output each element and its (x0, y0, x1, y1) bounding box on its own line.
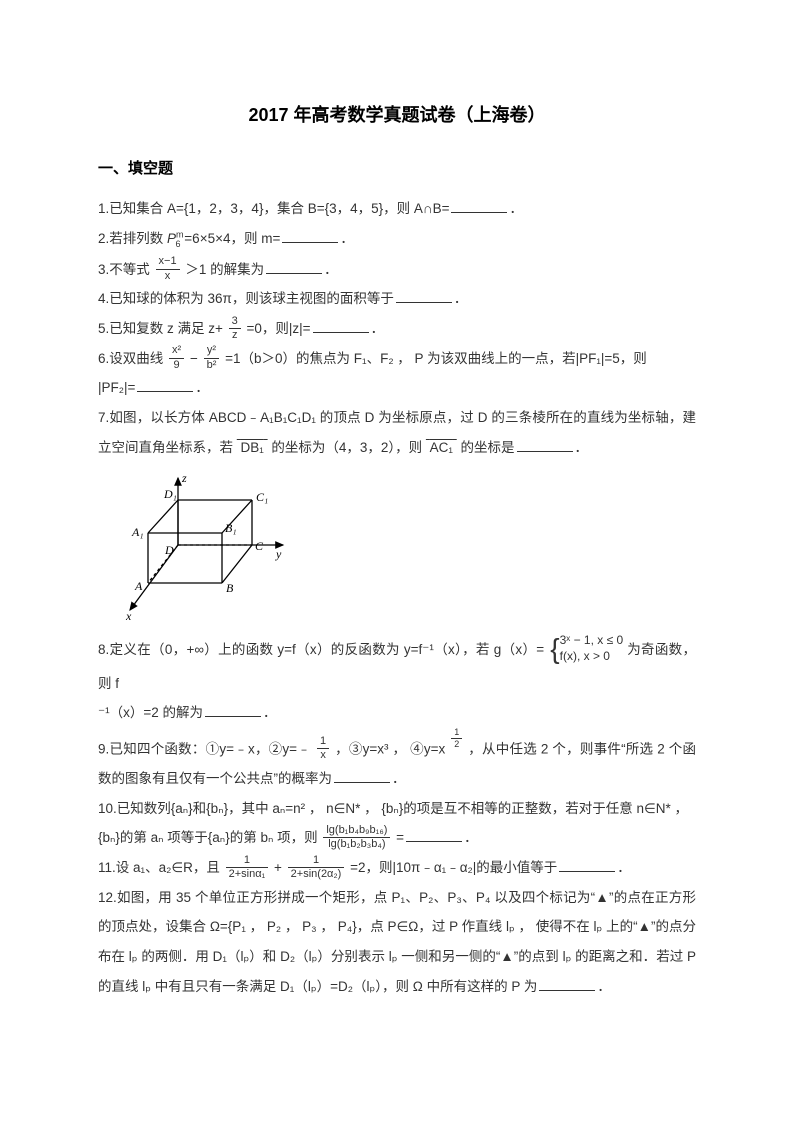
fraction: 12+sinα₁ (226, 854, 269, 881)
p1-text: 1.已知集合 A={1，2，3，4}，集合 B={3，4，5}，则 A∩B= (98, 201, 449, 216)
cuboid-diagram: D₁ C₁ A₁ B₁ D C A B z y x (118, 470, 696, 625)
perm-P: P (167, 231, 176, 246)
blank (282, 230, 338, 244)
label-B: B (226, 581, 234, 595)
p6-text-a: 6.设双曲线 (98, 351, 167, 366)
p11-end: ． (617, 860, 631, 875)
blank (559, 859, 615, 873)
p3-end: ． (324, 262, 338, 277)
p10-text-b: {bₙ}的第 aₙ 项等于{aₙ}的第 bₙ 项，则 (98, 830, 321, 845)
p6-end: ． (195, 380, 209, 395)
p6-text-b: =1（b＞0）的焦点为 F₁、F₂ ， P 为该双曲线上的一点，若|PF₁|=5… (221, 351, 646, 366)
exam-title: 2017 年高考数学真题试卷（上海卷） (98, 99, 696, 131)
fraction: 12+sin(2α₂) (288, 854, 345, 881)
blank (266, 260, 322, 274)
blank (334, 770, 390, 784)
p12-end: ． (597, 979, 611, 994)
blank (517, 438, 573, 452)
label-A1: A₁ (131, 525, 144, 539)
label-D: D (164, 543, 174, 557)
label-C1: C₁ (256, 490, 268, 504)
blank (313, 319, 369, 333)
p1-end: ． (509, 201, 523, 216)
p11-plus: + (270, 860, 285, 875)
blank (406, 829, 462, 843)
fraction: 3z (229, 315, 241, 342)
label-D1: D₁ (163, 487, 177, 501)
p9-end: ． (392, 771, 406, 786)
blank (396, 290, 452, 304)
p10-text-c: = (392, 830, 404, 845)
fraction-sup: 12 (451, 727, 462, 750)
p8-text-c: ⁻¹（x）=2 的解为 (98, 705, 203, 720)
p7-text-c: 的坐标是 (457, 440, 515, 455)
p4-text: 4.已知球的体积为 36π，则该球主视图的面积等于 (98, 291, 394, 306)
p3-text-b: ＞1 的解集为 (182, 262, 265, 277)
p5-text-a: 5.已知复数 z 满足 z+ (98, 321, 227, 336)
p9-text-a: 9.已知四个函数：①y=﹣x，②y=﹣ (98, 741, 315, 756)
label-y: y (275, 547, 282, 561)
p8-end: ． (263, 705, 277, 720)
fraction: 1x (317, 735, 329, 762)
p5-end: ． (371, 321, 385, 336)
p10-end: ． (464, 830, 478, 845)
blank (539, 977, 595, 991)
p5-text-b: =0，则|z|= (243, 321, 311, 336)
p3-text-a: 3.不等式 (98, 262, 154, 277)
p6-minus: − (186, 351, 201, 366)
blank (137, 379, 193, 393)
blank (451, 200, 507, 214)
vector-ac1: AC₁ (426, 433, 457, 463)
blank (205, 704, 261, 718)
p2-end: ． (340, 231, 354, 246)
label-z: z (181, 471, 187, 485)
p7-text-b: 的坐标为（4，3，2），则 (268, 440, 426, 455)
p11-text-b: =2，则|10π﹣α₁﹣α₂|的最小值等于 (346, 860, 557, 875)
label-C: C (255, 539, 264, 553)
p6-text-c: |PF₂|= (98, 380, 135, 395)
section-header: 一、填空题 (98, 155, 696, 182)
p2-text-b: =6×5×4，则 m= (181, 231, 281, 246)
fraction: lg(b₁b₄b₉b₁₆)lg(b₁b₂b₃b₄) (323, 824, 390, 851)
label-A: A (134, 579, 143, 593)
p9-text-b: ，③y=x³ ， ④y=x (331, 741, 449, 756)
p2-text-a: 2.若排列数 (98, 231, 167, 246)
p4-end: ． (454, 291, 468, 306)
p10-text-a: 10.已知数列{aₙ}和{bₙ}，其中 aₙ=n² ， n∈N* ， {bₙ}的… (98, 801, 688, 816)
p8-text-a: 8.定义在（0，+∞）上的函数 y=f（x）的反函数为 y=f⁻¹（x），若 g… (98, 643, 548, 658)
fraction: y²b² (204, 344, 220, 371)
fraction: x−1x (156, 255, 180, 282)
vector-db1: DB₁ (237, 433, 268, 463)
p7-end: ． (575, 440, 589, 455)
label-x: x (125, 609, 132, 623)
label-B1: B₁ (225, 521, 237, 535)
problem-body: 1.已知集合 A={1，2，3，4}，集合 B={3，4，5}，则 A∩B=． … (98, 194, 696, 1001)
p11-text-a: 11.设 a₁、a₂∈R，且 (98, 860, 224, 875)
piecewise: {3ˣ − 1, x ≤ 0f(x), x > 0 (550, 633, 623, 668)
fraction: x²9 (169, 344, 184, 371)
